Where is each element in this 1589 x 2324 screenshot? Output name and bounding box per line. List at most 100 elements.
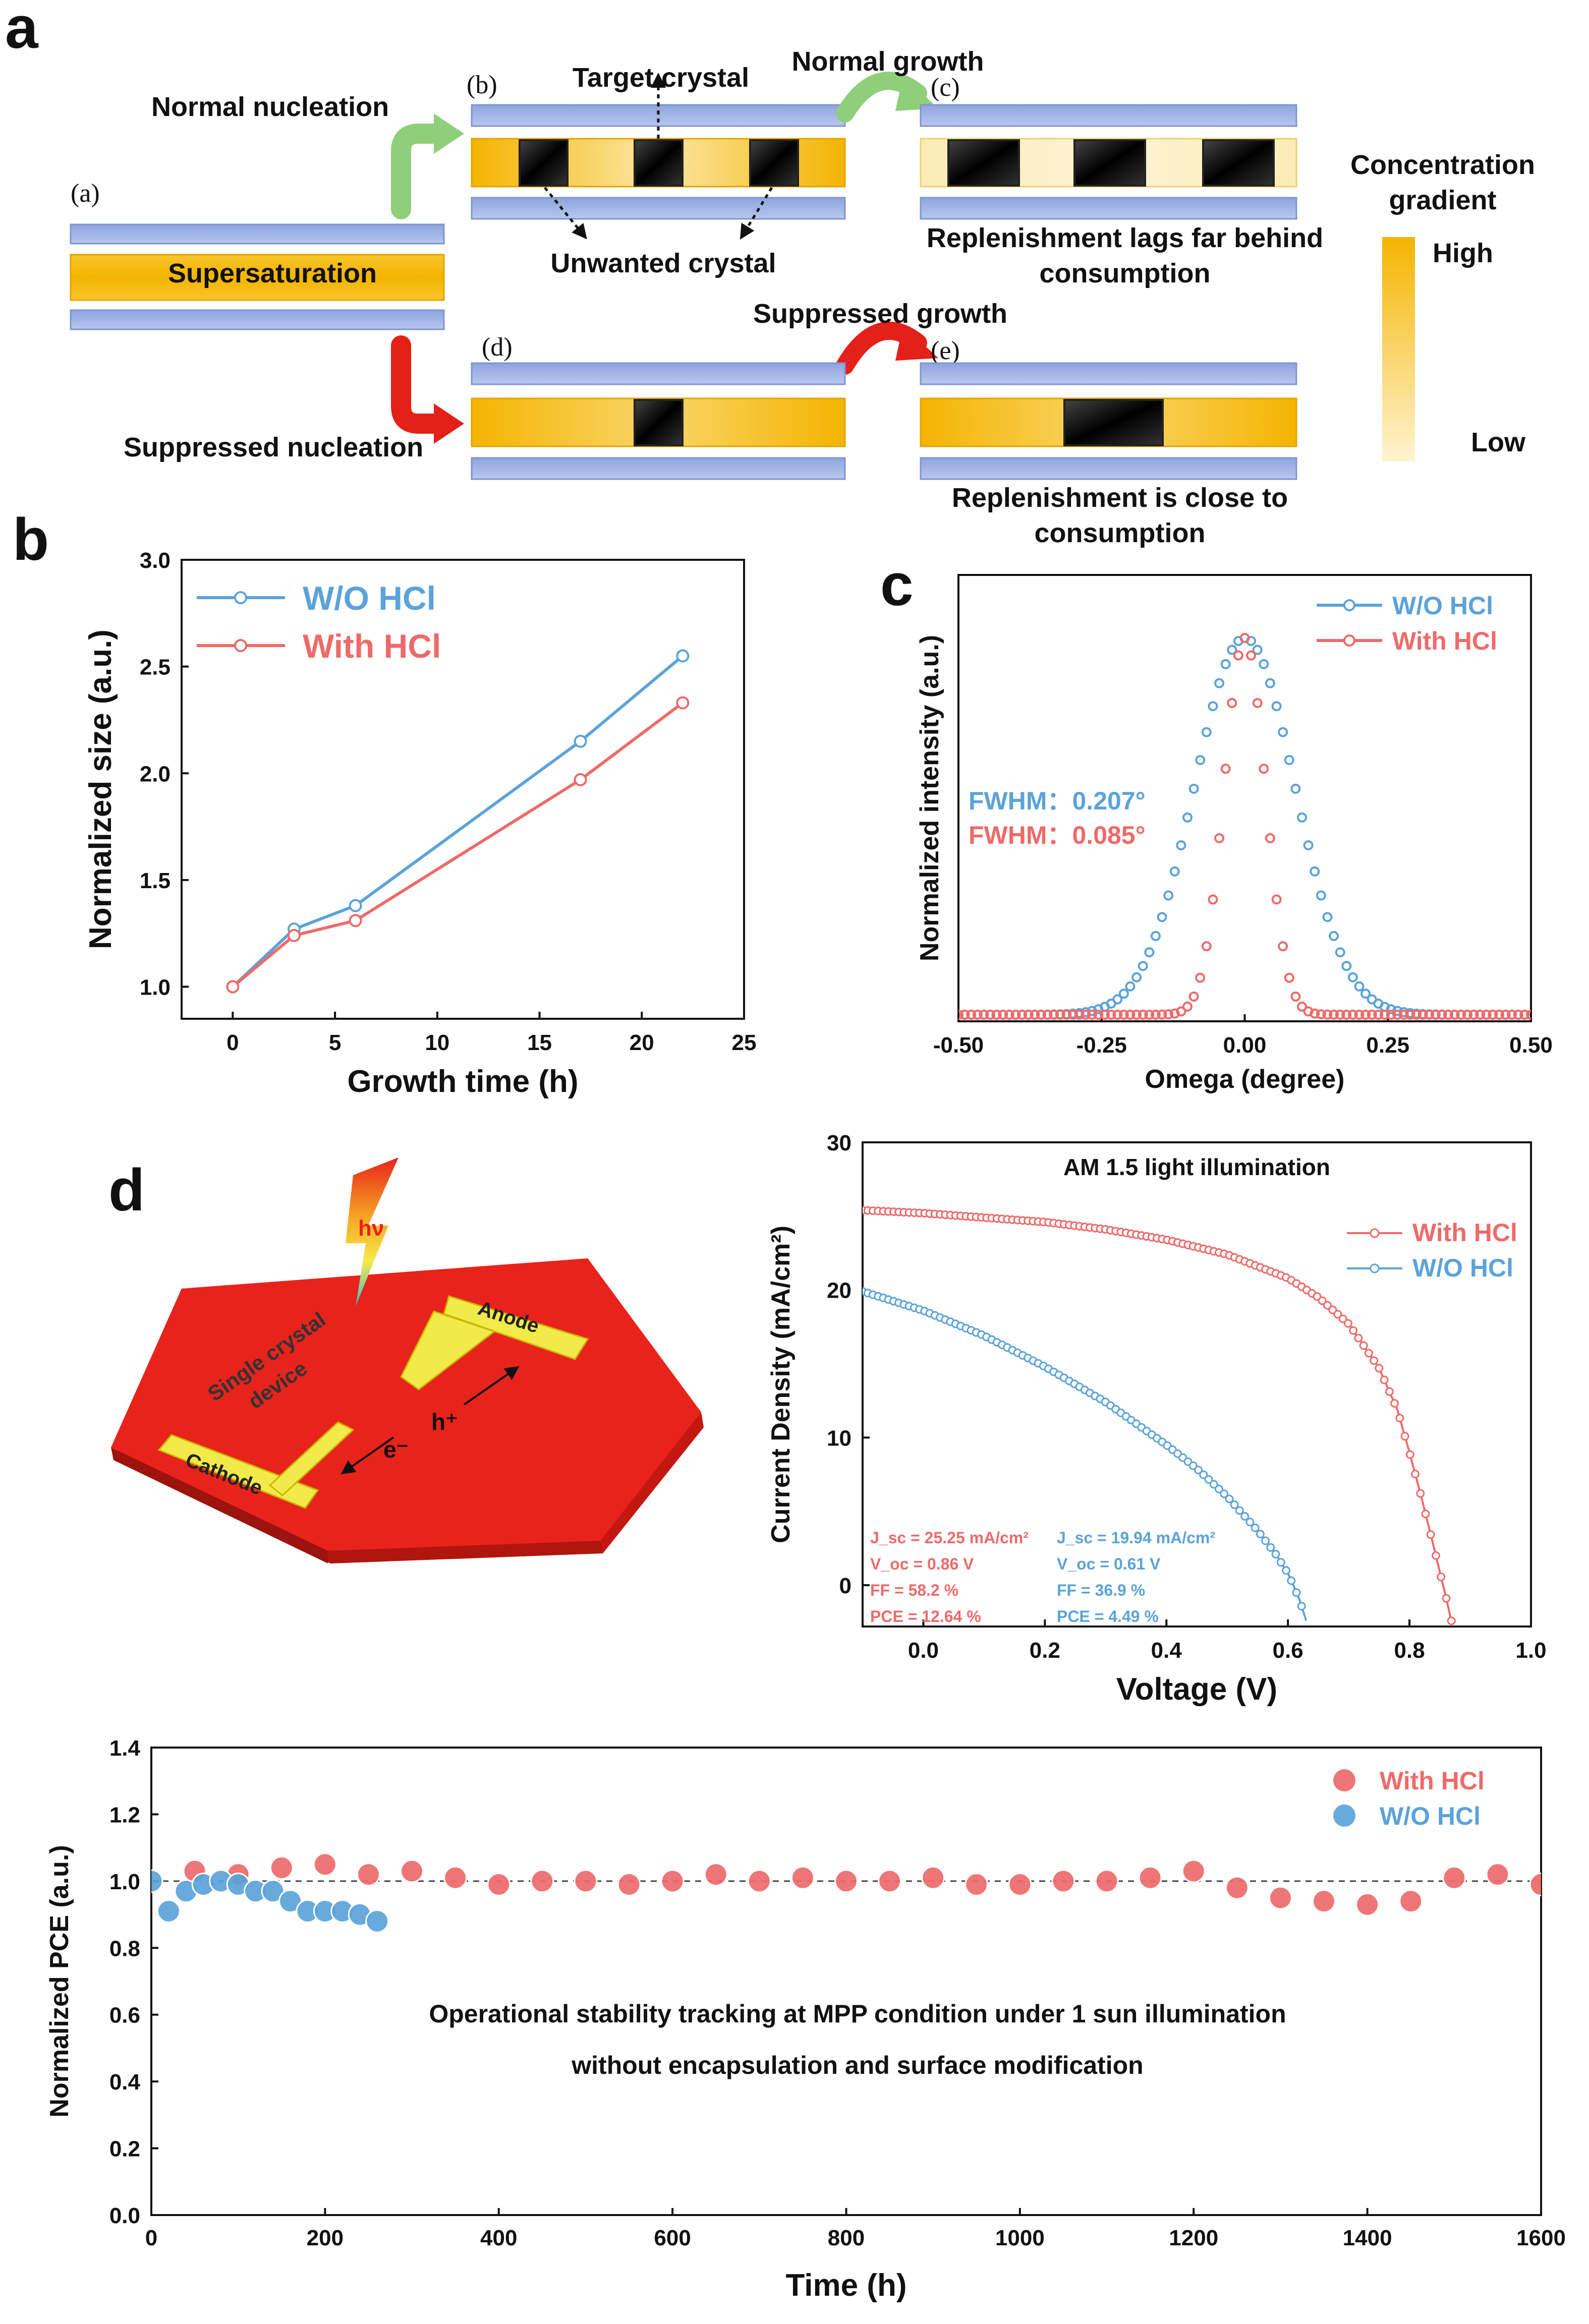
replenish-lag-line2: consumption [1040,258,1211,288]
data-point [1354,1333,1363,1343]
data-point [1036,1010,1046,1020]
data-point [1494,1010,1504,1020]
data-point [1125,1009,1136,1020]
data-point [1220,764,1231,774]
data-point [1341,961,1352,971]
data-point [1519,1010,1530,1020]
data-point [1513,1010,1523,1020]
data-point [1386,1004,1396,1015]
data-point [1112,994,1123,1005]
data-point [1074,1010,1085,1020]
legend-marker [1343,599,1355,611]
y-tick-label: 30 [827,1131,852,1155]
hv-label: hν [358,1216,384,1241]
y-tick-label: 1.0 [140,975,171,1000]
data-point [1157,912,1167,922]
data-point [1354,1009,1365,1020]
plot-frame [150,1747,1542,2216]
x-tick-label: 20 [630,1030,654,1055]
data-point [226,980,240,994]
x-tick-label: -0.25 [1076,1033,1127,1058]
cell-c [920,104,1297,220]
x-tick-label: 0.0 [908,1638,939,1663]
data-point [991,1010,1002,1020]
data-point [1475,1010,1486,1020]
data-point [1437,1010,1447,1020]
param-line: FF = 36.9 % [1057,1581,1145,1599]
data-point [1095,1869,1119,1893]
y-tick-label: 0.4 [109,2070,141,2095]
sub-label-d: (d) [482,333,513,362]
fwhm-annotation: FWHM：0.207° [969,787,1146,815]
data-point [1430,1010,1441,1020]
data-point [1051,1869,1075,1893]
data-point [574,1869,598,1893]
concentration-gradient-bar [1382,237,1415,461]
cell-b [471,104,846,220]
data-point [1379,1010,1390,1020]
data-point [1375,1364,1384,1373]
x-tick-label: 10 [425,1030,449,1055]
data-point [356,1863,380,1887]
data-point [1437,1573,1446,1582]
data-point [1225,1494,1234,1503]
fwhm-annotation: FWHM：0.085° [969,821,1146,849]
data-point [1442,1594,1451,1603]
electron-label: e⁻ [383,1436,409,1463]
sub-label-b: (b) [467,71,497,99]
data-point [1278,727,1288,737]
data-point [1303,840,1314,850]
x-axis-title: Growth time (h) [347,1064,578,1099]
unwanted-crystal-label: Unwanted crystal [550,248,776,278]
series-line [232,702,684,988]
x-tick-label: 0.6 [1273,1638,1303,1663]
normal-nucleation-label: Normal nucleation [151,92,389,122]
x-tick-label: -0.50 [933,1033,984,1058]
x-tick-label: 400 [480,2226,517,2250]
data-point [1318,1296,1327,1305]
replenish-close-line1: Replenishment is close to [952,483,1288,513]
data-point [1201,727,1212,737]
data-point [1112,1010,1123,1020]
normal-growth-label: Normal growth [791,46,984,77]
data-point [1468,1010,1479,1020]
data-point [1061,1010,1072,1020]
data-point [1266,1543,1275,1552]
data-point [1227,698,1237,708]
chart-stability: 0 200 400 600 800 1000 1200 1400 1600 0.0 0.2 0.4 0.… [45,1736,1566,2303]
x-tick-label: 0 [226,1030,239,1055]
data-point [1214,833,1225,843]
data-point [1081,1010,1091,1020]
data-point [1188,783,1199,794]
data-point [1265,678,1275,688]
data-point [1271,1550,1280,1559]
data-point [1093,1010,1104,1020]
x-tick-label: 25 [732,1030,757,1055]
data-point [574,773,587,786]
data-point [1282,1566,1291,1575]
x-tick-label: 1600 [1516,2226,1566,2250]
legend-marker [234,591,247,604]
data-point [1316,1009,1326,1020]
y-tick-label: 20 [827,1279,852,1303]
data-point [1405,1010,1415,1020]
data-point [1287,1576,1296,1585]
data-point [1030,1010,1040,1020]
data-point [1138,1866,1162,1890]
data-point [1017,1010,1028,1020]
legend-marker [1333,1805,1355,1827]
target-crystal-label: Target crystal [573,63,749,93]
data-point [1214,1484,1223,1493]
data-point [1176,1006,1186,1017]
data-point [1256,1530,1265,1539]
data-point [790,1866,815,1890]
x-axis-title: Omega (degree) [1145,1065,1345,1094]
data-point [1370,1356,1379,1365]
data-point [1421,1509,1430,1519]
data-point [1181,1859,1206,1883]
data-point [1486,1863,1510,1887]
y-tick-label: 1.0 [109,1870,140,1894]
data-point [1265,833,1275,843]
param-line: FF = 58.2 % [870,1581,958,1599]
data-point [1220,1489,1229,1498]
